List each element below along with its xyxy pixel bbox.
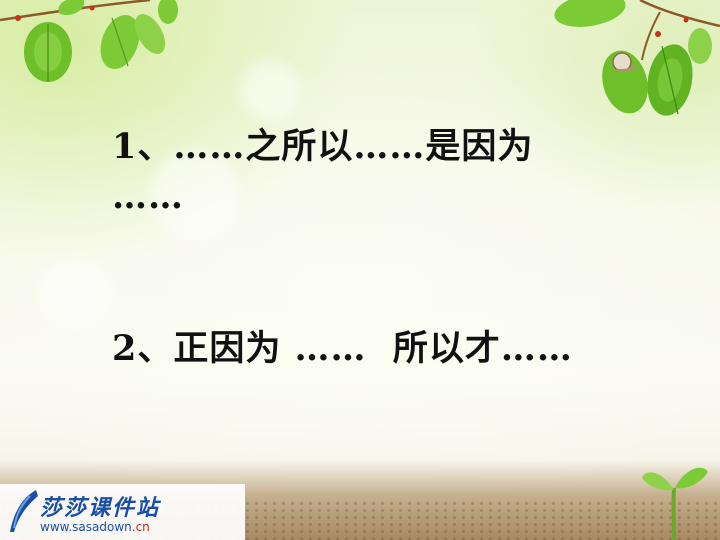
slide-line-1: 1、……之所以……是因为 [112, 126, 534, 167]
logo-url-prefix: www.sasadown [40, 520, 132, 534]
logo-url: www.sasadown.cn [40, 520, 150, 534]
slide-line-1-continued: …… [112, 176, 184, 217]
logo-quill-icon [10, 490, 38, 532]
leaf-branch-top-left-icon [0, 0, 178, 82]
sprout-icon [642, 467, 708, 540]
logo-title: 莎莎课件站 [40, 496, 161, 521]
leaf-branch-top-right-icon [554, 0, 720, 116]
logo-url-suffix: .cn [131, 520, 150, 534]
site-logo: 莎莎课件站 www.sasadown.cn [0, 484, 245, 540]
slide-line-2: 2、正因为 …… 所以才…… [112, 328, 573, 369]
bokeh-light [150, 150, 240, 240]
bokeh-light [40, 260, 110, 330]
bokeh-light [240, 60, 300, 120]
